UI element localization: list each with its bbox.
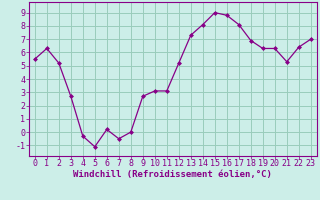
X-axis label: Windchill (Refroidissement éolien,°C): Windchill (Refroidissement éolien,°C) <box>73 170 272 179</box>
